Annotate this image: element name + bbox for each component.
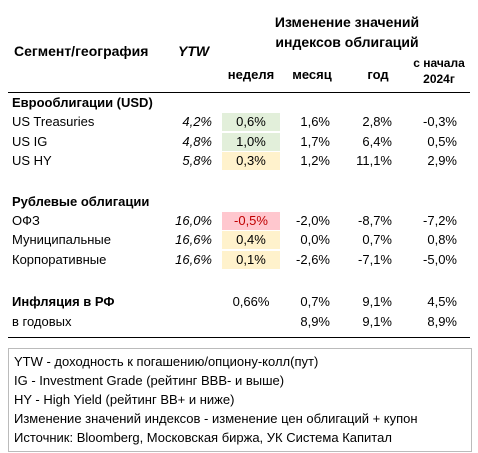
year-header: год bbox=[367, 67, 389, 82]
row-name: ОФЗ bbox=[12, 212, 40, 228]
ytd-cell: 0,8% bbox=[427, 232, 457, 247]
table-rule bbox=[8, 337, 470, 338]
week-header: неделя bbox=[227, 67, 275, 82]
note: Источник: Bloomberg, Московская биржа, У… bbox=[14, 430, 392, 445]
ytw-cell: 16,0% bbox=[175, 212, 212, 228]
ytd-cell: -0,3% bbox=[423, 114, 457, 129]
year-cell: 2,8% bbox=[362, 114, 392, 129]
row-name: Корпоративные bbox=[12, 251, 107, 267]
change-title: Изменение значений индексов облигаций bbox=[274, 14, 420, 50]
segment-header: Сегмент/география bbox=[14, 43, 149, 59]
row-name: US Treasuries bbox=[12, 114, 95, 129]
year-cell: 11,1% bbox=[356, 153, 392, 168]
ytw-cell: 16,6% bbox=[175, 251, 212, 267]
year-cell: 6,4% bbox=[362, 133, 392, 149]
week-cell: 0,6% bbox=[222, 113, 280, 131]
year-cell: -8,7% bbox=[358, 212, 392, 228]
ytd-cell: -5,0% bbox=[423, 251, 457, 267]
note: HY - High Yield (рейтинг BB+ и ниже) bbox=[14, 392, 235, 407]
section-title: Рублевые облигации bbox=[12, 193, 150, 209]
ytd-cell: 4,5% bbox=[427, 294, 457, 309]
month-cell: 1,2% bbox=[300, 153, 330, 168]
note: IG - Investment Grade (рейтинг BBB- и вы… bbox=[14, 373, 285, 388]
ytd-cell: 0,5% bbox=[427, 133, 457, 149]
section-title: Еврооблигации (USD) bbox=[12, 95, 153, 110]
ytw-cell: 4,2% bbox=[182, 114, 212, 129]
note: YTW - доходность к погашению/опциону-кол… bbox=[14, 354, 319, 369]
year-cell: 0,7% bbox=[362, 232, 392, 247]
month-cell: 0,7% bbox=[300, 294, 330, 309]
ytd-cell: -7,2% bbox=[423, 212, 457, 228]
month-cell: 8,9% bbox=[300, 314, 330, 329]
year-cell: 9,1% bbox=[362, 294, 392, 309]
row-name: US IG bbox=[12, 133, 48, 149]
month-cell: 0,0% bbox=[300, 232, 330, 247]
week-cell: 0,66% bbox=[232, 294, 270, 309]
week-cell: 0,3% bbox=[222, 152, 280, 170]
week-cell: 0,1% bbox=[222, 250, 280, 269]
ytw-cell: 16,6% bbox=[175, 232, 212, 247]
row-name: US HY bbox=[12, 153, 52, 168]
header-rule bbox=[8, 92, 470, 93]
ytd-cell: 8,9% bbox=[427, 314, 457, 329]
month-header: месяц bbox=[292, 67, 332, 82]
month-cell: 1,6% bbox=[300, 114, 330, 129]
week-cell: 0,4% bbox=[222, 231, 280, 249]
notes-box bbox=[8, 348, 472, 452]
year-cell: -7,1% bbox=[358, 251, 392, 267]
ytw-cell: 4,8% bbox=[182, 133, 212, 149]
row-name: Инфляция в РФ bbox=[12, 294, 115, 309]
row-name: Муниципальные bbox=[12, 232, 112, 247]
ytw-cell: 5,8% bbox=[182, 153, 212, 168]
row-name: в годовых bbox=[12, 314, 72, 329]
month-cell: -2,0% bbox=[296, 212, 330, 228]
note: Изменение значений индексов - изменение … bbox=[14, 411, 418, 426]
year-cell: 9,1% bbox=[362, 314, 392, 329]
ytd-cell: 2,9% bbox=[427, 153, 457, 168]
month-cell: -2,6% bbox=[296, 251, 330, 267]
week-cell: 1,0% bbox=[222, 132, 280, 151]
week-cell: -0,5% bbox=[222, 211, 280, 230]
month-cell: 1,7% bbox=[300, 133, 330, 149]
ytd-header: с начала 2024г bbox=[413, 56, 465, 86]
ytw-header: YTW bbox=[178, 43, 210, 59]
